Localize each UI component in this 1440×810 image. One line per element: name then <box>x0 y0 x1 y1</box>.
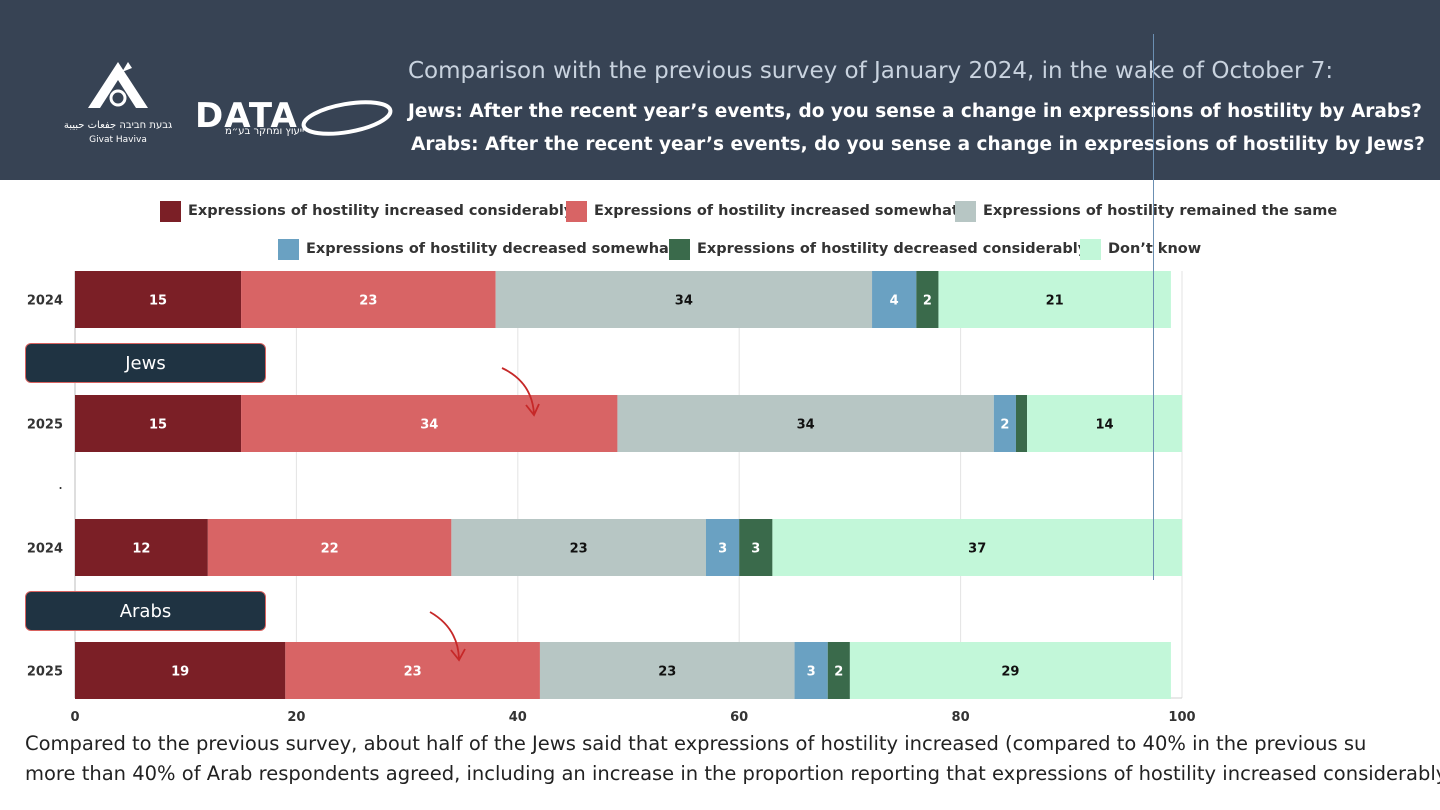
category-label: 2024 <box>27 542 63 557</box>
chart-title: Comparison with the previous survey of J… <box>408 58 1334 84</box>
bar-segment <box>617 395 994 452</box>
legend-label: Expressions of hostility remained the sa… <box>983 203 1338 219</box>
group-label-jews: Jews <box>25 343 266 383</box>
legend-item-3: Expressions of hostility decreased somew… <box>278 238 676 260</box>
data-label: 23 <box>658 665 676 680</box>
data-label: 23 <box>570 542 588 557</box>
data-label: 34 <box>675 294 693 309</box>
category-label: 2025 <box>27 665 63 680</box>
legend-swatch <box>955 200 976 222</box>
footnote-line-2: more than 40% of Arab respondents agreed… <box>25 762 1440 785</box>
data-label: 37 <box>968 542 986 557</box>
x-tick-label: 40 <box>509 710 527 725</box>
x-tick-label: 20 <box>287 710 305 725</box>
data-label: 29 <box>1001 665 1019 680</box>
data-label: 2 <box>923 294 932 309</box>
legend-swatch <box>278 238 299 260</box>
annotation-arrow <box>429 611 460 660</box>
bar-segment <box>794 642 828 699</box>
bar-segment <box>207 519 452 576</box>
legend-item-2: Expressions of hostility remained the sa… <box>955 200 1337 222</box>
data-label: 4 <box>890 294 899 309</box>
data-label: 34 <box>420 418 438 433</box>
bar-segment <box>772 519 1182 576</box>
data-logo: DATA ייעוץ ומחקר בע״מ <box>195 96 395 146</box>
data-logo-subtitle: ייעוץ ומחקר בע״מ <box>225 126 305 137</box>
legend-label: Expressions of hostility decreased consi… <box>697 241 1088 257</box>
header-banner: גבעת חביבה جفعات حبيبة Givat Haviva DATA… <box>0 0 1440 180</box>
footnote-line-1: Compared to the previous survey, about h… <box>25 732 1367 755</box>
legend-swatch <box>669 238 690 260</box>
bar-segment <box>739 519 773 576</box>
legend-item-5: Don’t know <box>1080 238 1201 260</box>
bar-segment <box>993 395 1016 452</box>
data-logo-word: DATA <box>195 96 298 136</box>
data-label: 2 <box>834 665 843 680</box>
x-tick-label: 60 <box>730 710 748 725</box>
data-label: 21 <box>1046 294 1064 309</box>
legend-item-4: Expressions of hostility decreased consi… <box>669 238 1087 260</box>
bar-segment <box>705 519 740 576</box>
x-tick-label: 100 <box>1168 710 1195 725</box>
bar-segment <box>1027 395 1182 452</box>
bar-segment <box>539 642 795 699</box>
legend-item-1: Expressions of hostility increased somew… <box>566 200 959 222</box>
bar-segment <box>849 642 1171 699</box>
logo-hebrew-arabic-text: גבעת חביבה جفعات حبيبة <box>63 120 173 131</box>
bar-segment <box>241 395 618 452</box>
group-label-arabs: Arabs <box>25 591 266 631</box>
data-label: 12 <box>132 542 150 557</box>
bar-segment <box>241 271 496 328</box>
bar-segment <box>827 642 850 699</box>
arrow-head-icon <box>525 403 540 417</box>
question-jews: Jews: After the recent year’s events, do… <box>408 101 1422 122</box>
data-label: 2 <box>1000 418 1009 433</box>
data-label: 15 <box>149 294 167 309</box>
legend-label: Expressions of hostility decreased somew… <box>306 241 676 257</box>
legend-swatch <box>566 200 587 222</box>
bar-segment <box>872 271 917 328</box>
x-tick-label: 80 <box>952 710 970 725</box>
swoosh-icon <box>301 100 393 136</box>
bar-segment <box>938 271 1171 328</box>
bar-segment <box>1015 395 1028 452</box>
x-tick-label: 0 <box>70 710 79 725</box>
bar-segment <box>75 642 286 699</box>
data-label: 14 <box>1095 418 1113 433</box>
legend-item-0: Expressions of hostility increased consi… <box>160 200 573 222</box>
data-label: 19 <box>171 665 189 680</box>
data-label: 23 <box>404 665 422 680</box>
bar-segment <box>75 395 242 452</box>
data-label: 34 <box>797 418 815 433</box>
category-label: 2024 <box>27 294 63 309</box>
arrow-head-icon <box>450 648 466 662</box>
legend-label: Expressions of hostility increased consi… <box>188 203 574 219</box>
data-label: 3 <box>807 665 816 680</box>
category-label: 2025 <box>27 418 63 433</box>
bar-segment <box>75 519 208 576</box>
data-label: 15 <box>149 418 167 433</box>
bar-segment <box>285 642 540 699</box>
legend-label: Don’t know <box>1108 241 1202 257</box>
bar-segment <box>495 271 873 328</box>
legend-label: Expressions of hostility increased somew… <box>594 203 959 219</box>
question-arabs: Arabs: After the recent year’s events, d… <box>411 134 1425 155</box>
vertical-guide-line <box>1153 34 1154 580</box>
legend-swatch <box>1080 238 1101 260</box>
bar-segment <box>75 271 242 328</box>
annotation-arrow <box>501 367 535 415</box>
bar-segment <box>916 271 939 328</box>
logo-english-text: Givat Haviva <box>89 135 147 145</box>
givat-haviva-logo: גבעת חביבה جفعات حبيبة Givat Haviva <box>58 58 178 148</box>
separator-dot: . <box>58 474 64 493</box>
legend-swatch <box>160 200 181 222</box>
footnote: Compared to the previous survey, about h… <box>25 729 1440 789</box>
givat-haviva-logo-icon <box>88 62 148 108</box>
data-label: 3 <box>751 542 760 557</box>
bar-segment <box>451 519 706 576</box>
data-label: 3 <box>718 542 727 557</box>
data-label: 22 <box>321 542 339 557</box>
data-label: 23 <box>359 294 377 309</box>
